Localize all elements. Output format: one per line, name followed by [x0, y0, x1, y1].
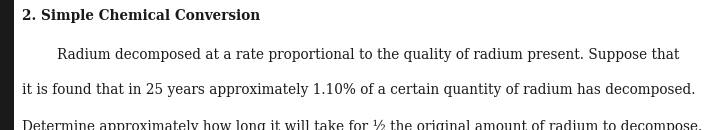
Text: 2. Simple Chemical Conversion: 2. Simple Chemical Conversion — [22, 9, 260, 23]
Text: Determine approximately how long it will take for ½ the original amount of radiu: Determine approximately how long it will… — [22, 120, 702, 130]
Text: Radium decomposed at a rate proportional to the quality of radium present. Suppo: Radium decomposed at a rate proportional… — [22, 48, 679, 62]
FancyBboxPatch shape — [0, 0, 14, 130]
Text: it is found that in 25 years approximately 1.10% of a certain quantity of radium: it is found that in 25 years approximate… — [22, 83, 695, 97]
